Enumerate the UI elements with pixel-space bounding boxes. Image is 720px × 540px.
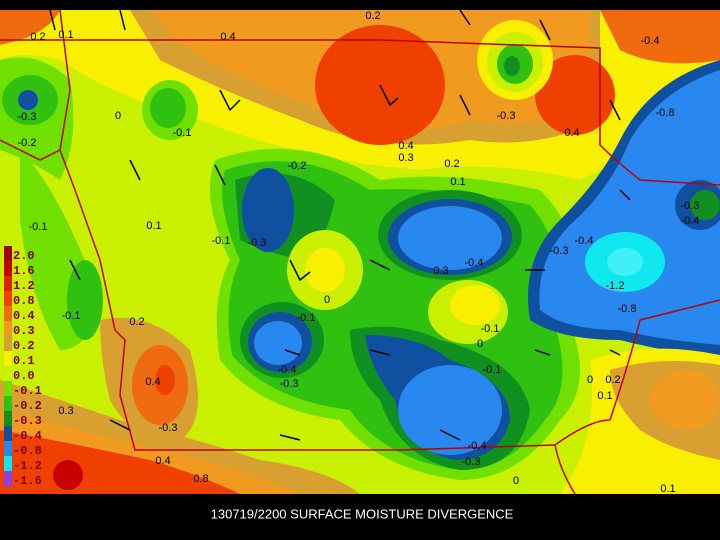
- legend-swatch: [4, 456, 12, 471]
- contour-label: -0.2: [18, 137, 37, 149]
- legend-label: -0.8: [13, 444, 42, 458]
- legend-label: -0.1: [13, 384, 42, 398]
- state-borders: [0, 9, 720, 495]
- contour-label: 0.4: [564, 127, 579, 139]
- contour-label: 0.2: [605, 374, 620, 386]
- map-title: 130719/2200 SURFACE MOISTURE DIVERGENCE: [211, 506, 514, 521]
- contour-label: -0.4: [468, 440, 487, 452]
- contour-label: 0.3: [433, 265, 448, 277]
- contour-label: -0.3: [462, 456, 481, 468]
- legend-swatch: [4, 381, 12, 396]
- contour-label: -0.4: [575, 235, 594, 247]
- contour-label: -0.2: [288, 160, 307, 172]
- legend-swatch: [4, 276, 12, 291]
- contour-label: -0.3: [550, 245, 569, 257]
- contour-label: 0.3: [58, 405, 73, 417]
- contour-label: 0.3: [398, 152, 413, 164]
- contour-label: -0.1: [62, 310, 81, 322]
- legend-swatch: [4, 336, 12, 351]
- contour-label: -0.8: [618, 303, 637, 315]
- legend-swatch: [4, 471, 12, 486]
- contour-label: -0.4: [465, 257, 484, 269]
- contour-label: -0.4: [278, 364, 297, 376]
- legend-label: 0.4: [13, 309, 35, 323]
- legend-swatch: [4, 351, 12, 366]
- contour-label: 0: [587, 374, 593, 386]
- wind-barbs: [49, 9, 631, 441]
- legend-label: 0.8: [13, 294, 35, 308]
- legend-swatch: [4, 261, 12, 276]
- legend-swatch: [4, 366, 12, 381]
- contour-label: -0.3: [248, 237, 267, 249]
- contour-labels: 0.2 0.1 0.40.2-0.4-0.3-0.20-0.10.40.3-0.30…: [18, 10, 700, 495]
- legend-label: -0.4: [13, 429, 42, 443]
- contour-label: -0.3: [159, 422, 178, 434]
- legend-label: -1.6: [13, 474, 42, 488]
- contour-label: -0.1: [297, 312, 316, 324]
- divergence-field: [0, 10, 720, 494]
- contour-label: -0.8: [656, 107, 675, 119]
- contour-label: 0.4: [398, 140, 413, 152]
- contour-label: -0.4: [641, 35, 660, 47]
- contour-label: -0.3: [497, 110, 516, 122]
- legend-label: 0.0: [13, 369, 35, 383]
- contour-label: 0.1: [660, 483, 675, 495]
- contour-label: 0: [324, 294, 330, 306]
- contour-label: 0.4: [155, 455, 170, 467]
- contour-label: -0.1: [481, 323, 500, 335]
- color-legend: 2.01.61.20.80.40.30.20.10.0-0.1-0.2-0.3-…: [4, 246, 42, 488]
- legend-label: 0.1: [13, 354, 35, 368]
- contour-label: 0.2: [30, 31, 45, 43]
- contour-label: -1.2: [606, 280, 625, 292]
- contour-label: 0.2: [129, 316, 144, 328]
- legend-label: 0.2: [13, 339, 35, 353]
- contour-label: -0.1: [483, 364, 502, 376]
- legend-swatch: [4, 396, 12, 411]
- legend-swatch: [4, 321, 12, 336]
- contour-label: 0.8: [193, 473, 208, 485]
- contour-label: 0: [513, 475, 519, 487]
- contour-label: 0.4: [220, 31, 235, 43]
- contour-label: 0.1: [450, 176, 465, 188]
- contour-label: 0.2: [444, 158, 459, 170]
- contour-label: 0: [115, 110, 121, 122]
- contour-label: 0.4: [145, 376, 160, 388]
- contour-label: 0: [477, 338, 483, 350]
- legend-swatch: [4, 411, 12, 426]
- title-bar: [0, 494, 720, 540]
- legend-label: 2.0: [13, 249, 35, 263]
- contour-label: -0.3: [18, 111, 37, 123]
- contour-label: -0.1: [173, 127, 192, 139]
- legend-label: 1.6: [13, 264, 35, 278]
- legend-swatch: [4, 246, 12, 261]
- legend-label: -0.3: [13, 414, 42, 428]
- legend-swatch: [4, 291, 12, 306]
- legend-label: -0.2: [13, 399, 42, 413]
- legend-label: 0.3: [13, 324, 35, 338]
- contour-label: -0.1: [212, 235, 231, 247]
- contour-label: 0.1: [146, 220, 161, 232]
- legend-label: 1.2: [13, 279, 35, 293]
- contour-label: -0.4: [681, 215, 700, 227]
- contour-label: -0.3: [681, 200, 700, 212]
- legend-swatch: [4, 426, 12, 441]
- contour-label: 0.1: [58, 29, 73, 41]
- contour-label: -0.1: [29, 221, 48, 233]
- legend-label: -1.2: [13, 459, 42, 473]
- contour-label: -0.3: [280, 378, 299, 390]
- legend-swatch: [4, 441, 12, 456]
- legend-swatch: [4, 306, 12, 321]
- contour-label: 0.2: [365, 10, 380, 22]
- contour-label: 0.1: [597, 390, 612, 402]
